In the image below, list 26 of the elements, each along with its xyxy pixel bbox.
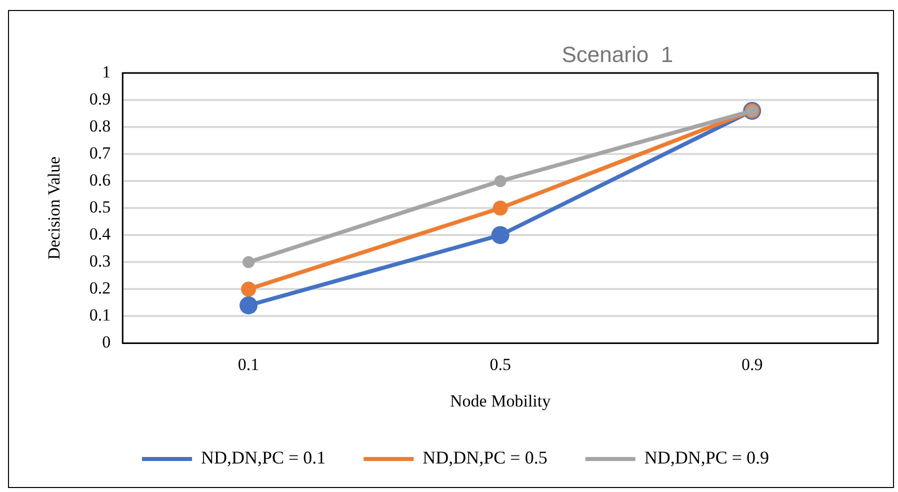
x-tick-label: 0.5 <box>490 354 511 374</box>
x-tick-label: 0.9 <box>741 354 763 374</box>
y-tick-label: 0.6 <box>89 170 111 190</box>
x-axis-title: Node Mobility <box>450 391 552 410</box>
y-tick-label: 0.4 <box>89 224 112 244</box>
point <box>494 175 506 188</box>
y-tick-label: 1 <box>102 62 111 82</box>
y-tick-label: 0.3 <box>89 252 111 271</box>
legend-label: ND,DN,PC = 0.9 <box>644 448 770 468</box>
y-tick-label: 0.7 <box>89 144 112 163</box>
point <box>491 226 510 244</box>
x-tick-label: 0.1 <box>238 354 260 374</box>
y-axis-title: Decision Value <box>44 156 64 260</box>
y-tick-label: 0.5 <box>89 198 111 217</box>
legend-label: ND,DN,PC = 0.1 <box>201 448 326 468</box>
chart-title: Scenario 1 <box>562 42 674 68</box>
point <box>492 200 508 216</box>
point <box>242 256 255 268</box>
y-tick-label: 0.2 <box>89 278 111 298</box>
y-tick-label: 0.8 <box>89 116 111 136</box>
point <box>240 296 258 314</box>
legend-label: ND,DN,PC = 0.5 <box>422 448 548 468</box>
y-tick-label: 0.1 <box>89 306 111 325</box>
point <box>241 282 256 297</box>
y-tick-label: 0 <box>102 332 111 352</box>
y-tick-label: 0.9 <box>89 89 111 108</box>
